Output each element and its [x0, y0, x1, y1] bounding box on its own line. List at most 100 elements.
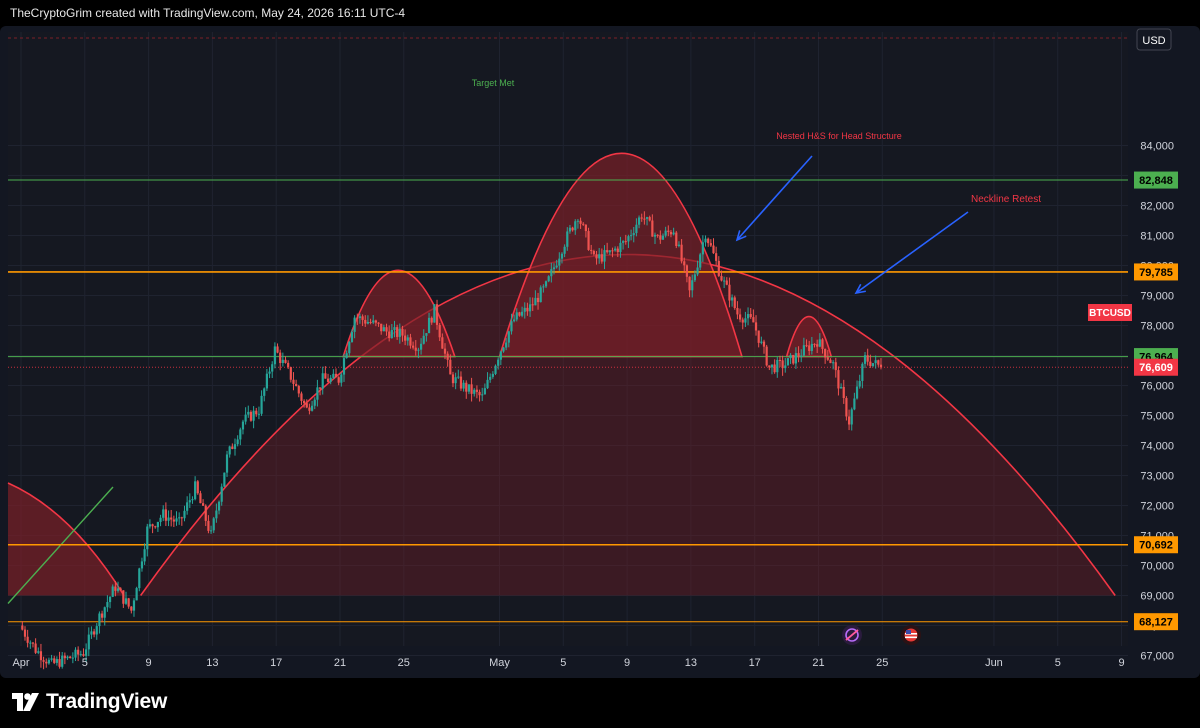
candle-body	[863, 355, 867, 364]
candle-body	[534, 297, 537, 306]
time-axis[interactable]: Apr 5 9 13 17 21 25 May 5 9 13 17 21 25 Jun 5 9	[12, 657, 1124, 669]
candle-body	[178, 517, 181, 519]
candle-body	[204, 505, 207, 521]
candle-body	[805, 345, 808, 347]
candle-body	[244, 414, 247, 422]
candle-body	[810, 343, 813, 351]
candle-body	[531, 304, 534, 306]
candle-body	[21, 625, 24, 630]
candle-body	[435, 304, 439, 325]
arrow-nested-hs-head	[735, 230, 747, 242]
candle-body	[536, 297, 540, 303]
candle-body	[122, 590, 125, 604]
time-tick-label: 9	[1118, 657, 1124, 669]
candle-body	[685, 265, 689, 277]
candle-body	[606, 250, 609, 253]
candle-body	[574, 221, 577, 231]
candle-body	[622, 241, 625, 243]
candle-body	[329, 377, 332, 382]
candle-body	[140, 561, 144, 569]
price-tick-label: 82,000	[1140, 201, 1174, 213]
candle-body	[146, 526, 149, 550]
candle-body	[257, 413, 261, 415]
currency-button[interactable]: USD	[1136, 28, 1172, 51]
candle-body	[614, 248, 617, 251]
candle-body	[486, 379, 489, 389]
candle-body	[50, 658, 53, 660]
price-tick-label: 74,000	[1140, 441, 1174, 453]
brand-wordmark: TradingView	[46, 690, 168, 713]
candle-body	[571, 227, 574, 231]
candle-body	[382, 327, 385, 332]
pattern-edge-curve	[7, 482, 125, 596]
candle-body	[699, 254, 702, 268]
candle-body	[773, 364, 776, 373]
candle-body	[855, 386, 859, 399]
candle-body	[874, 360, 877, 364]
candle-body	[398, 328, 401, 337]
candle-body	[839, 386, 843, 389]
candle-body	[877, 360, 880, 365]
candle-body	[675, 232, 678, 246]
candle-body	[465, 382, 468, 392]
candle-body	[653, 234, 657, 237]
candle-body	[154, 526, 157, 528]
price-chart[interactable]: Target Met Nested H&S for Head Structure…	[0, 26, 1200, 678]
time-tick-label: 21	[334, 657, 346, 669]
candle-body	[598, 254, 601, 259]
candle-body	[491, 373, 494, 377]
price-tag	[1134, 536, 1178, 554]
price-tick-label: 67,000	[1140, 651, 1174, 663]
tradingview-brand[interactable]: TradingView	[12, 690, 167, 714]
candle-body	[79, 654, 82, 656]
candle-body	[26, 636, 29, 643]
candle-body	[520, 311, 524, 316]
candle-body	[353, 317, 356, 332]
candle-body	[473, 389, 476, 394]
candle-body	[292, 379, 295, 384]
candle-body	[369, 321, 372, 323]
time-tick-label: 5	[1055, 657, 1061, 669]
candle-body	[632, 233, 635, 236]
candle-body	[337, 377, 340, 383]
candle-body	[797, 353, 800, 357]
candle-body	[313, 399, 316, 406]
candle-body	[124, 598, 128, 604]
candle-body	[108, 596, 112, 603]
candle-body	[494, 365, 497, 374]
candle-body	[661, 235, 665, 240]
candle-body	[433, 304, 436, 323]
candle-body	[603, 250, 606, 262]
candle-body	[39, 651, 43, 661]
time-tick-label: 9	[624, 657, 630, 669]
candle-body	[709, 243, 712, 246]
candle-body	[156, 521, 160, 528]
candle-body	[808, 345, 811, 351]
candle-body	[693, 274, 696, 281]
candle-body	[350, 331, 354, 342]
candle-body	[515, 312, 518, 320]
candle-body	[526, 307, 529, 312]
candle-body	[592, 251, 595, 255]
us-flag-icon[interactable]	[901, 625, 921, 645]
candle-body	[58, 659, 61, 667]
candle-body	[334, 373, 338, 378]
candle-body	[786, 358, 790, 366]
candle-body	[135, 588, 138, 601]
candle-body	[71, 657, 74, 659]
candle-body	[497, 359, 500, 366]
crypto-event-icon[interactable]	[842, 625, 862, 645]
candle-body	[754, 322, 758, 331]
arrow-neckline-retest	[855, 211, 969, 294]
candle-body	[736, 308, 739, 315]
candle-body	[281, 359, 284, 364]
candle-body	[824, 348, 827, 358]
candle-body	[401, 328, 404, 336]
candle-body	[832, 362, 835, 364]
candle-body	[712, 245, 715, 254]
candle-body	[372, 320, 375, 323]
candle-body	[183, 510, 186, 519]
candle-body	[98, 613, 101, 627]
candle-body	[770, 364, 774, 368]
candle-body	[826, 357, 829, 360]
